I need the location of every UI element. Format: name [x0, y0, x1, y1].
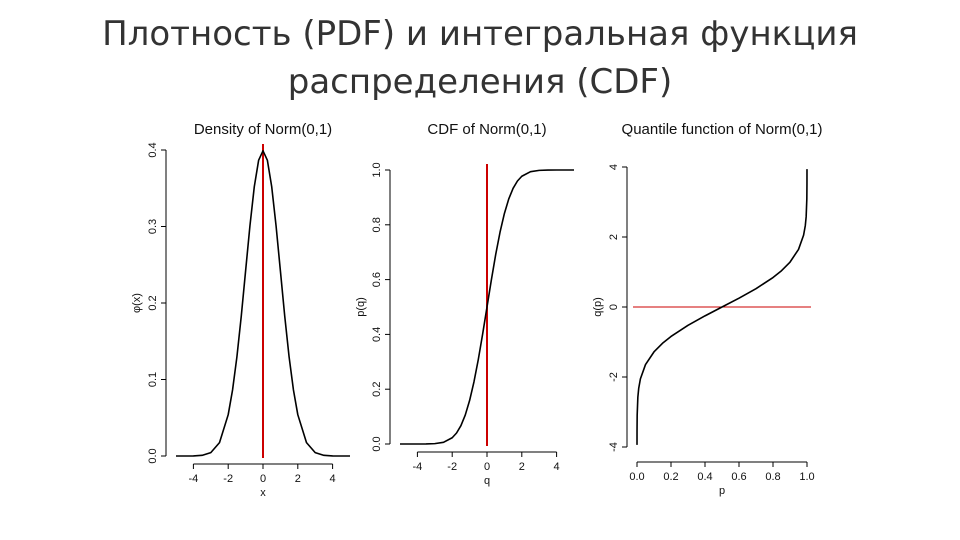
slide-title: Плотность (PDF) и интегральная функция р…: [80, 10, 880, 106]
density-x-tick-label: -4: [189, 473, 199, 485]
quantile-x-tick-label: 0.8: [765, 471, 780, 483]
cdf-y-tick-label: 0.0: [371, 436, 383, 451]
cdf-x-tick-label: 2: [519, 461, 525, 473]
quantile-x-tick-label: 0.2: [663, 471, 678, 483]
cdf-curve: [399, 169, 575, 445]
density-x-tick-label: 0: [260, 473, 266, 485]
cdf-x-axis-label: q: [484, 475, 490, 487]
quantile-y-tick-label: -4: [608, 442, 620, 452]
density-y-tick-label: 0.1: [147, 372, 159, 387]
quantile-y-tick-label: -2: [608, 372, 620, 382]
density-x-tick-label: 4: [330, 473, 336, 485]
quantile-x-tick-label: 1.0: [799, 471, 814, 483]
cdf-y-tick-label: 1.0: [371, 162, 383, 177]
density-x-tick-label: 2: [295, 473, 301, 485]
density-y-tick-label: 0.2: [147, 295, 159, 310]
quantile-y-axis-label: q(p): [592, 297, 604, 317]
cdf-y-axis-label: p(q): [355, 297, 367, 317]
cdf-chart: CDF of Norm(0,1) -4 -2 0 2 4 0.0 0.2 0.4 0.6 0.8 1.…: [355, 121, 575, 487]
density-chart-title: Density of Norm(0,1): [194, 121, 332, 138]
quantile-x-tick-label: 0.4: [697, 471, 712, 483]
density-x-tick-label: -2: [223, 473, 233, 485]
quantile-chart-title: Quantile function of Norm(0,1): [622, 121, 823, 138]
quantile-x-tick-label: 0.6: [731, 471, 746, 483]
cdf-x-tick-label: 4: [554, 461, 560, 473]
quantile-y-tick-label: 2: [608, 234, 620, 240]
cdf-x-tick-label: -2: [447, 461, 457, 473]
density-chart: Density of Norm(0,1) -4 -2 0 2 4 0.0 0.1 0.2 0.3 0…: [131, 121, 351, 499]
density-curve: [175, 150, 351, 457]
cdf-y-tick-label: 0.2: [371, 382, 383, 397]
density-y-tick-label: 0.3: [147, 219, 159, 234]
quantile-x-tick-label: 0.0: [629, 471, 644, 483]
cdf-x-tick-label: 0: [484, 461, 490, 473]
quantile-y-tick-label: 4: [608, 164, 620, 170]
quantile-y-tick-label: 0: [608, 304, 620, 310]
quantile-curve: [636, 169, 808, 445]
cdf-y-tick-label: 0.4: [371, 327, 383, 342]
density-y-tick-label: 0.4: [147, 142, 159, 157]
slide-title-line-1: Плотность (PDF) и интегральная функция: [102, 14, 858, 54]
density-y-axis-label: φ(x): [131, 293, 143, 313]
density-x-axis-label: x: [260, 487, 266, 499]
density-y-tick-label: 0.0: [147, 448, 159, 463]
quantile-chart: Quantile function of Norm(0,1) 0.0 0.2 0.4 0…: [592, 121, 823, 497]
cdf-y-tick-label: 0.8: [371, 217, 383, 232]
cdf-y-tick-label: 0.6: [371, 272, 383, 287]
quantile-x-axis-label: p: [719, 485, 725, 497]
cdf-chart-title: CDF of Norm(0,1): [427, 121, 546, 138]
cdf-x-tick-label: -4: [413, 461, 423, 473]
slide-title-line-2: распределения (CDF): [287, 62, 673, 102]
